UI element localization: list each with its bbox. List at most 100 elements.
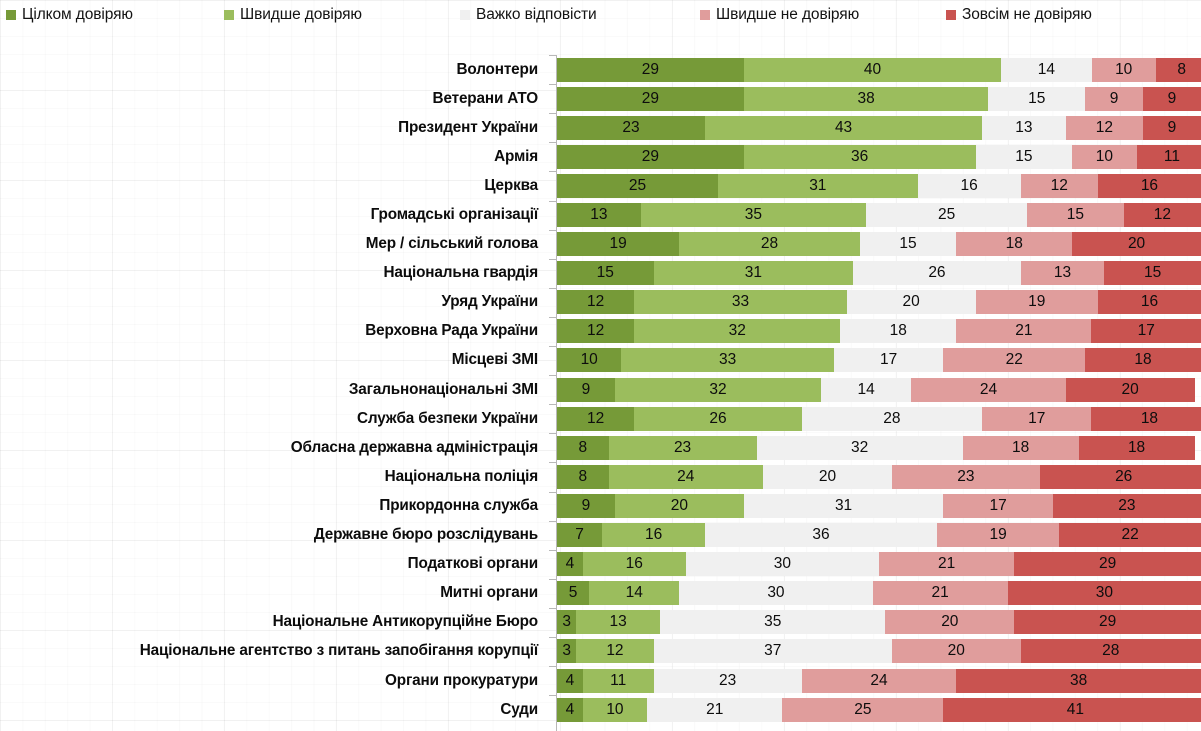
bar-segment-value: 18	[1134, 351, 1152, 369]
bar-segment-value: 33	[731, 293, 750, 311]
bar-segment-value: 16	[960, 176, 978, 194]
bar-segment: 3	[557, 610, 577, 635]
bar-segment: 8	[557, 435, 609, 460]
bar-segment: 28	[1020, 639, 1201, 664]
bar-segment-value: 37	[764, 642, 782, 660]
bar-segment-value: 29	[641, 89, 659, 107]
bar-segment: 29	[557, 144, 744, 169]
stacked-bar: 4 16 30 21 29	[557, 552, 1201, 577]
bar-segment: 20	[763, 464, 892, 489]
bar-segment: 10	[1072, 144, 1137, 169]
bar-segment-value: 18	[889, 322, 907, 340]
bar-segment: 19	[557, 232, 680, 257]
bar-segment-value: 36	[851, 147, 869, 165]
bar-segment-value: 9	[581, 380, 591, 398]
bar-segment-value: 31	[834, 496, 853, 514]
axis-tick	[549, 520, 556, 522]
category-label: Ветерани АТО	[432, 89, 539, 107]
bar-segment: 37	[653, 639, 892, 664]
bar-segment: 17	[1091, 319, 1201, 344]
bar-segment-value: 28	[1102, 642, 1120, 660]
chart-row: Національна поліція 8 24 20 23 26	[0, 462, 1201, 491]
bar-segment: 31	[718, 173, 918, 198]
legend-item-label: Швидше не довіряю	[716, 6, 860, 23]
bar-segment-value: 4	[565, 700, 575, 718]
bar-segment: 23	[1052, 493, 1201, 518]
legend-item[interactable]: Швидше не довіряю	[700, 6, 859, 24]
bar-segment-value: 26	[928, 264, 946, 282]
bar-segment: 33	[621, 348, 834, 373]
bar-segment-value: 24	[677, 467, 695, 485]
stacked-bar: 29 38 15 9 9	[557, 86, 1201, 111]
chart-row: Загальнонаціональні ЗМІ 9 32 14 24 20	[0, 375, 1201, 404]
bar-segment: 31	[653, 261, 854, 286]
legend-item-label: Швидше довіряю	[240, 6, 362, 23]
category-label: Загальнонаціональні ЗМІ	[348, 380, 538, 398]
legend-item[interactable]: Швидше довіряю	[224, 6, 362, 24]
category-label: Армія	[494, 147, 538, 165]
chart-rows: Волонтери 29 40 14 10 8 Ветерани АТО 29 38 15 9 9 Пр…	[0, 55, 1201, 724]
bar-segment: 9	[557, 493, 615, 518]
bar-segment: 30	[1007, 581, 1201, 606]
chart-legend: Цілком довіряю Швидше довіряю Важко відпов…	[0, 0, 1201, 30]
bar-segment-value: 15	[1066, 206, 1085, 224]
axis-tick	[549, 171, 556, 173]
bar-segment-value: 9	[581, 496, 591, 514]
bar-segment-value: 12	[1095, 118, 1113, 136]
legend-swatch-hard-to-answer	[460, 10, 470, 20]
category-label: Митні органи	[440, 584, 538, 602]
bar-segment-value: 30	[1095, 584, 1113, 602]
bar-segment: 29	[1014, 610, 1201, 635]
category-label: Служба безпеки України	[356, 409, 538, 427]
bar-segment-value: 33	[719, 351, 737, 369]
bar-segment: 9	[1143, 86, 1201, 111]
bar-segment: 20	[846, 290, 976, 315]
bar-segment-value: 13	[590, 206, 608, 224]
category-label: Податкові органи	[407, 555, 539, 573]
legend-item[interactable]: Зовсім не довіряю	[946, 6, 1092, 24]
bar-segment-value: 22	[1005, 351, 1023, 369]
legend-item-label: Важко відповісти	[476, 6, 597, 23]
chart-row: Державне бюро розслідувань 7 16 36 19 22	[0, 521, 1201, 550]
bar-segment-value: 20	[1121, 380, 1139, 398]
chart-row: Національне агентство з питань запобіган…	[0, 637, 1201, 666]
bar-segment: 5	[557, 581, 590, 606]
axis-tick	[549, 666, 556, 668]
bar-segment: 18	[956, 232, 1073, 257]
bar-segment: 19	[975, 290, 1098, 315]
category-label: Обласна державна адміністрація	[290, 438, 538, 456]
bar-segment-value: 9	[1167, 118, 1177, 136]
stacked-bar: 7 16 36 19 22	[557, 523, 1201, 548]
chart-row: Національна гвардія 15 31 26 13 15	[0, 259, 1201, 288]
category-label: Прикордонна служба	[379, 496, 538, 514]
bar-segment: 21	[956, 319, 1092, 344]
axis-tick	[549, 113, 556, 115]
axis-tick	[549, 462, 556, 464]
bar-segment: 33	[634, 290, 847, 315]
bar-segment: 13	[576, 610, 661, 635]
bar-segment: 18	[1085, 348, 1201, 373]
bar-segment: 12	[557, 406, 635, 431]
bar-segment-value: 20	[670, 496, 688, 514]
bar-segment-value: 43	[834, 118, 853, 136]
bar-segment: 41	[943, 697, 1201, 722]
bar-segment-value: 12	[1153, 206, 1171, 224]
legend-item[interactable]: Важко відповісти	[460, 6, 597, 24]
bar-segment-value: 23	[673, 438, 692, 456]
category-label: Церква	[484, 176, 538, 194]
bar-segment: 23	[653, 668, 802, 693]
bar-segment: 16	[602, 523, 706, 548]
bar-segment: 38	[743, 86, 989, 111]
bar-segment: 12	[1065, 115, 1143, 140]
bar-segment-value: 23	[957, 467, 975, 485]
bar-segment-value: 32	[851, 438, 869, 456]
bar-segment: 11	[582, 668, 654, 693]
bar-segment: 28	[801, 406, 983, 431]
bar-segment: 24	[608, 464, 764, 489]
bar-segment-value: 20	[818, 467, 837, 485]
bar-segment-value: 13	[609, 613, 627, 631]
legend-item[interactable]: Цілком довіряю	[6, 6, 133, 24]
axis-tick	[549, 578, 556, 580]
axis-tick	[549, 142, 556, 144]
bar-segment-value: 8	[578, 438, 588, 456]
